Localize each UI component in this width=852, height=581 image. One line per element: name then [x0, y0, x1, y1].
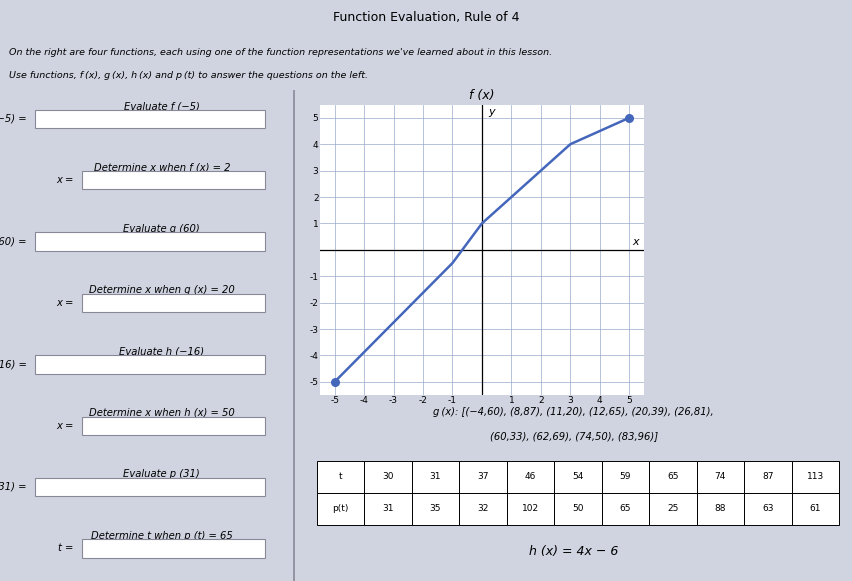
Text: x: x	[631, 236, 638, 246]
Text: x =: x =	[56, 175, 73, 185]
FancyBboxPatch shape	[458, 461, 506, 493]
FancyBboxPatch shape	[601, 493, 648, 525]
Text: 65: 65	[666, 472, 678, 481]
FancyBboxPatch shape	[791, 493, 838, 525]
Text: 113: 113	[806, 472, 823, 481]
Text: x =: x =	[56, 421, 73, 431]
Text: 50: 50	[572, 504, 583, 513]
Text: t =: t =	[58, 543, 73, 554]
FancyBboxPatch shape	[83, 294, 264, 312]
Text: g (x): [(−4,60), (8,87), (11,20), (12,65), (20,39), (26,81),: g (x): [(−4,60), (8,87), (11,20), (12,65…	[433, 407, 713, 417]
FancyBboxPatch shape	[412, 461, 458, 493]
FancyBboxPatch shape	[601, 461, 648, 493]
Text: 35: 35	[429, 504, 440, 513]
FancyBboxPatch shape	[506, 493, 554, 525]
Title: f (x): f (x)	[469, 89, 494, 102]
Text: h (x) = 4x − 6: h (x) = 4x − 6	[528, 545, 618, 558]
FancyBboxPatch shape	[743, 493, 791, 525]
Text: Evaluate g (60): Evaluate g (60)	[124, 224, 200, 234]
Text: Determine x when g (x) = 20: Determine x when g (x) = 20	[89, 285, 234, 295]
FancyBboxPatch shape	[554, 461, 601, 493]
Text: 61: 61	[809, 504, 820, 513]
FancyBboxPatch shape	[364, 461, 412, 493]
Text: 59: 59	[619, 472, 630, 481]
FancyBboxPatch shape	[35, 232, 264, 251]
FancyBboxPatch shape	[696, 493, 743, 525]
Text: p(t): p(t)	[331, 504, 348, 513]
Text: On the right are four functions, each using one of the function representations : On the right are four functions, each us…	[9, 48, 551, 57]
FancyBboxPatch shape	[648, 461, 696, 493]
FancyBboxPatch shape	[35, 355, 264, 374]
FancyBboxPatch shape	[648, 493, 696, 525]
Text: 31: 31	[429, 472, 440, 481]
Text: g (60) =: g (60) =	[0, 236, 26, 246]
Text: 46: 46	[524, 472, 535, 481]
FancyBboxPatch shape	[412, 493, 458, 525]
Text: 25: 25	[666, 504, 677, 513]
Text: 54: 54	[572, 472, 583, 481]
FancyBboxPatch shape	[83, 417, 264, 435]
Text: Determine t when p (t) = 65: Determine t when p (t) = 65	[91, 530, 233, 541]
Text: p (31) =: p (31) =	[0, 482, 26, 492]
Text: h (−16) =: h (−16) =	[0, 360, 26, 370]
Text: 31: 31	[382, 504, 393, 513]
Text: Use functions, f (x), g (x), h (x) and p (t) to answer the questions on the left: Use functions, f (x), g (x), h (x) and p…	[9, 71, 367, 80]
Text: 65: 65	[619, 504, 630, 513]
Text: 63: 63	[761, 504, 773, 513]
FancyBboxPatch shape	[364, 493, 412, 525]
Text: Evaluate p (31): Evaluate p (31)	[124, 469, 200, 479]
Text: 32: 32	[476, 504, 488, 513]
FancyBboxPatch shape	[458, 493, 506, 525]
FancyBboxPatch shape	[35, 478, 264, 496]
FancyBboxPatch shape	[83, 539, 264, 558]
Text: 102: 102	[521, 504, 538, 513]
FancyBboxPatch shape	[506, 461, 554, 493]
Text: Function Evaluation, Rule of 4: Function Evaluation, Rule of 4	[333, 11, 519, 24]
FancyBboxPatch shape	[743, 461, 791, 493]
Text: 37: 37	[476, 472, 488, 481]
FancyBboxPatch shape	[316, 493, 364, 525]
Text: 87: 87	[761, 472, 773, 481]
Text: t: t	[338, 472, 342, 481]
FancyBboxPatch shape	[696, 461, 743, 493]
FancyBboxPatch shape	[791, 461, 838, 493]
FancyBboxPatch shape	[316, 461, 364, 493]
Text: Determine x when h (x) = 50: Determine x when h (x) = 50	[89, 408, 234, 418]
Text: 30: 30	[382, 472, 393, 481]
Text: Evaluate f (−5): Evaluate f (−5)	[124, 101, 199, 111]
Text: x =: x =	[56, 298, 73, 308]
FancyBboxPatch shape	[554, 493, 601, 525]
FancyBboxPatch shape	[35, 110, 264, 128]
Text: Determine x when f (x) = 2: Determine x when f (x) = 2	[94, 163, 230, 173]
FancyBboxPatch shape	[83, 171, 264, 189]
Text: 88: 88	[714, 504, 725, 513]
Text: Evaluate h (−16): Evaluate h (−16)	[119, 347, 204, 357]
Text: 74: 74	[714, 472, 725, 481]
Text: (60,33), (62,69), (74,50), (83,96)]: (60,33), (62,69), (74,50), (83,96)]	[489, 431, 657, 441]
Text: y: y	[487, 107, 494, 117]
Text: f (−5) =: f (−5) =	[0, 114, 26, 124]
